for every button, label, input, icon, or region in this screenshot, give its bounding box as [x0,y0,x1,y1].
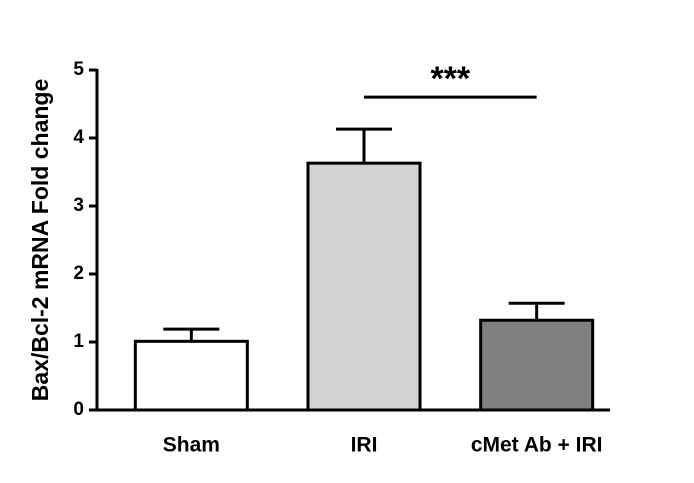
bar [133,339,249,412]
bar [479,318,595,412]
x-tick-label: cMet Ab + IRI [471,434,603,457]
y-tick-label: 3 [73,195,84,216]
significance-label: *** [430,60,470,98]
x-tick-label: IRI [351,434,378,457]
y-tick-label: 4 [73,127,84,148]
y-tick-label: 1 [73,331,84,352]
y-axis-label: Bax/Bcl-2 mRNA Fold change [27,79,53,401]
y-tick-label: 0 [73,399,84,420]
bar [306,161,422,412]
x-tick-label: Sham [163,434,220,457]
y-tick-label: 5 [73,59,84,80]
y-tick-label: 2 [73,263,84,284]
